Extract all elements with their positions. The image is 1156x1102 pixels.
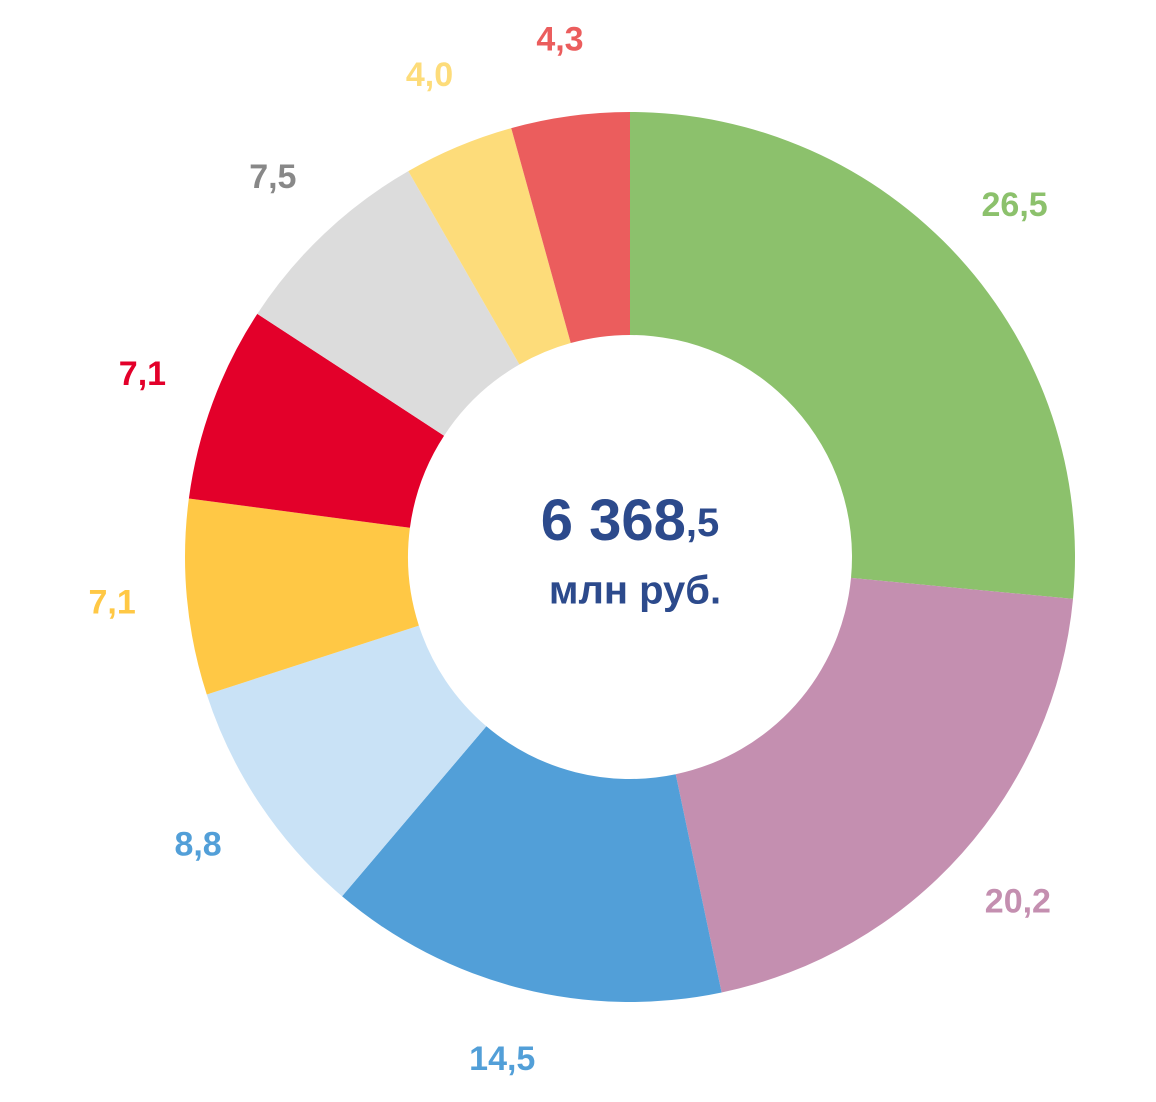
donut-slice xyxy=(342,726,722,1002)
donut-slice xyxy=(257,171,520,436)
slice-label: 14,5 xyxy=(469,1040,535,1078)
slice-label: 7,5 xyxy=(249,158,296,196)
center-unit: млн руб. xyxy=(549,569,721,613)
donut-slice xyxy=(188,313,445,528)
slice-label: 4,0 xyxy=(406,56,453,94)
slice-label: 7,1 xyxy=(119,355,166,393)
slice-label: 8,8 xyxy=(174,826,221,864)
slice-label: 26,5 xyxy=(982,186,1048,224)
slice-label: 20,2 xyxy=(985,882,1051,920)
donut-slice xyxy=(630,112,1075,599)
donut-slice xyxy=(408,128,571,365)
center-total: 6 368,5 xyxy=(541,488,720,553)
donut-slice xyxy=(184,498,419,695)
slice-label: 4,3 xyxy=(536,21,583,59)
total-fraction: ,5 xyxy=(686,501,719,545)
donut-slice xyxy=(675,577,1074,993)
total-whole: 6 368 xyxy=(541,488,686,553)
donut-slice xyxy=(206,625,487,897)
donut-slice xyxy=(511,112,630,344)
slice-label: 7,1 xyxy=(89,583,136,621)
